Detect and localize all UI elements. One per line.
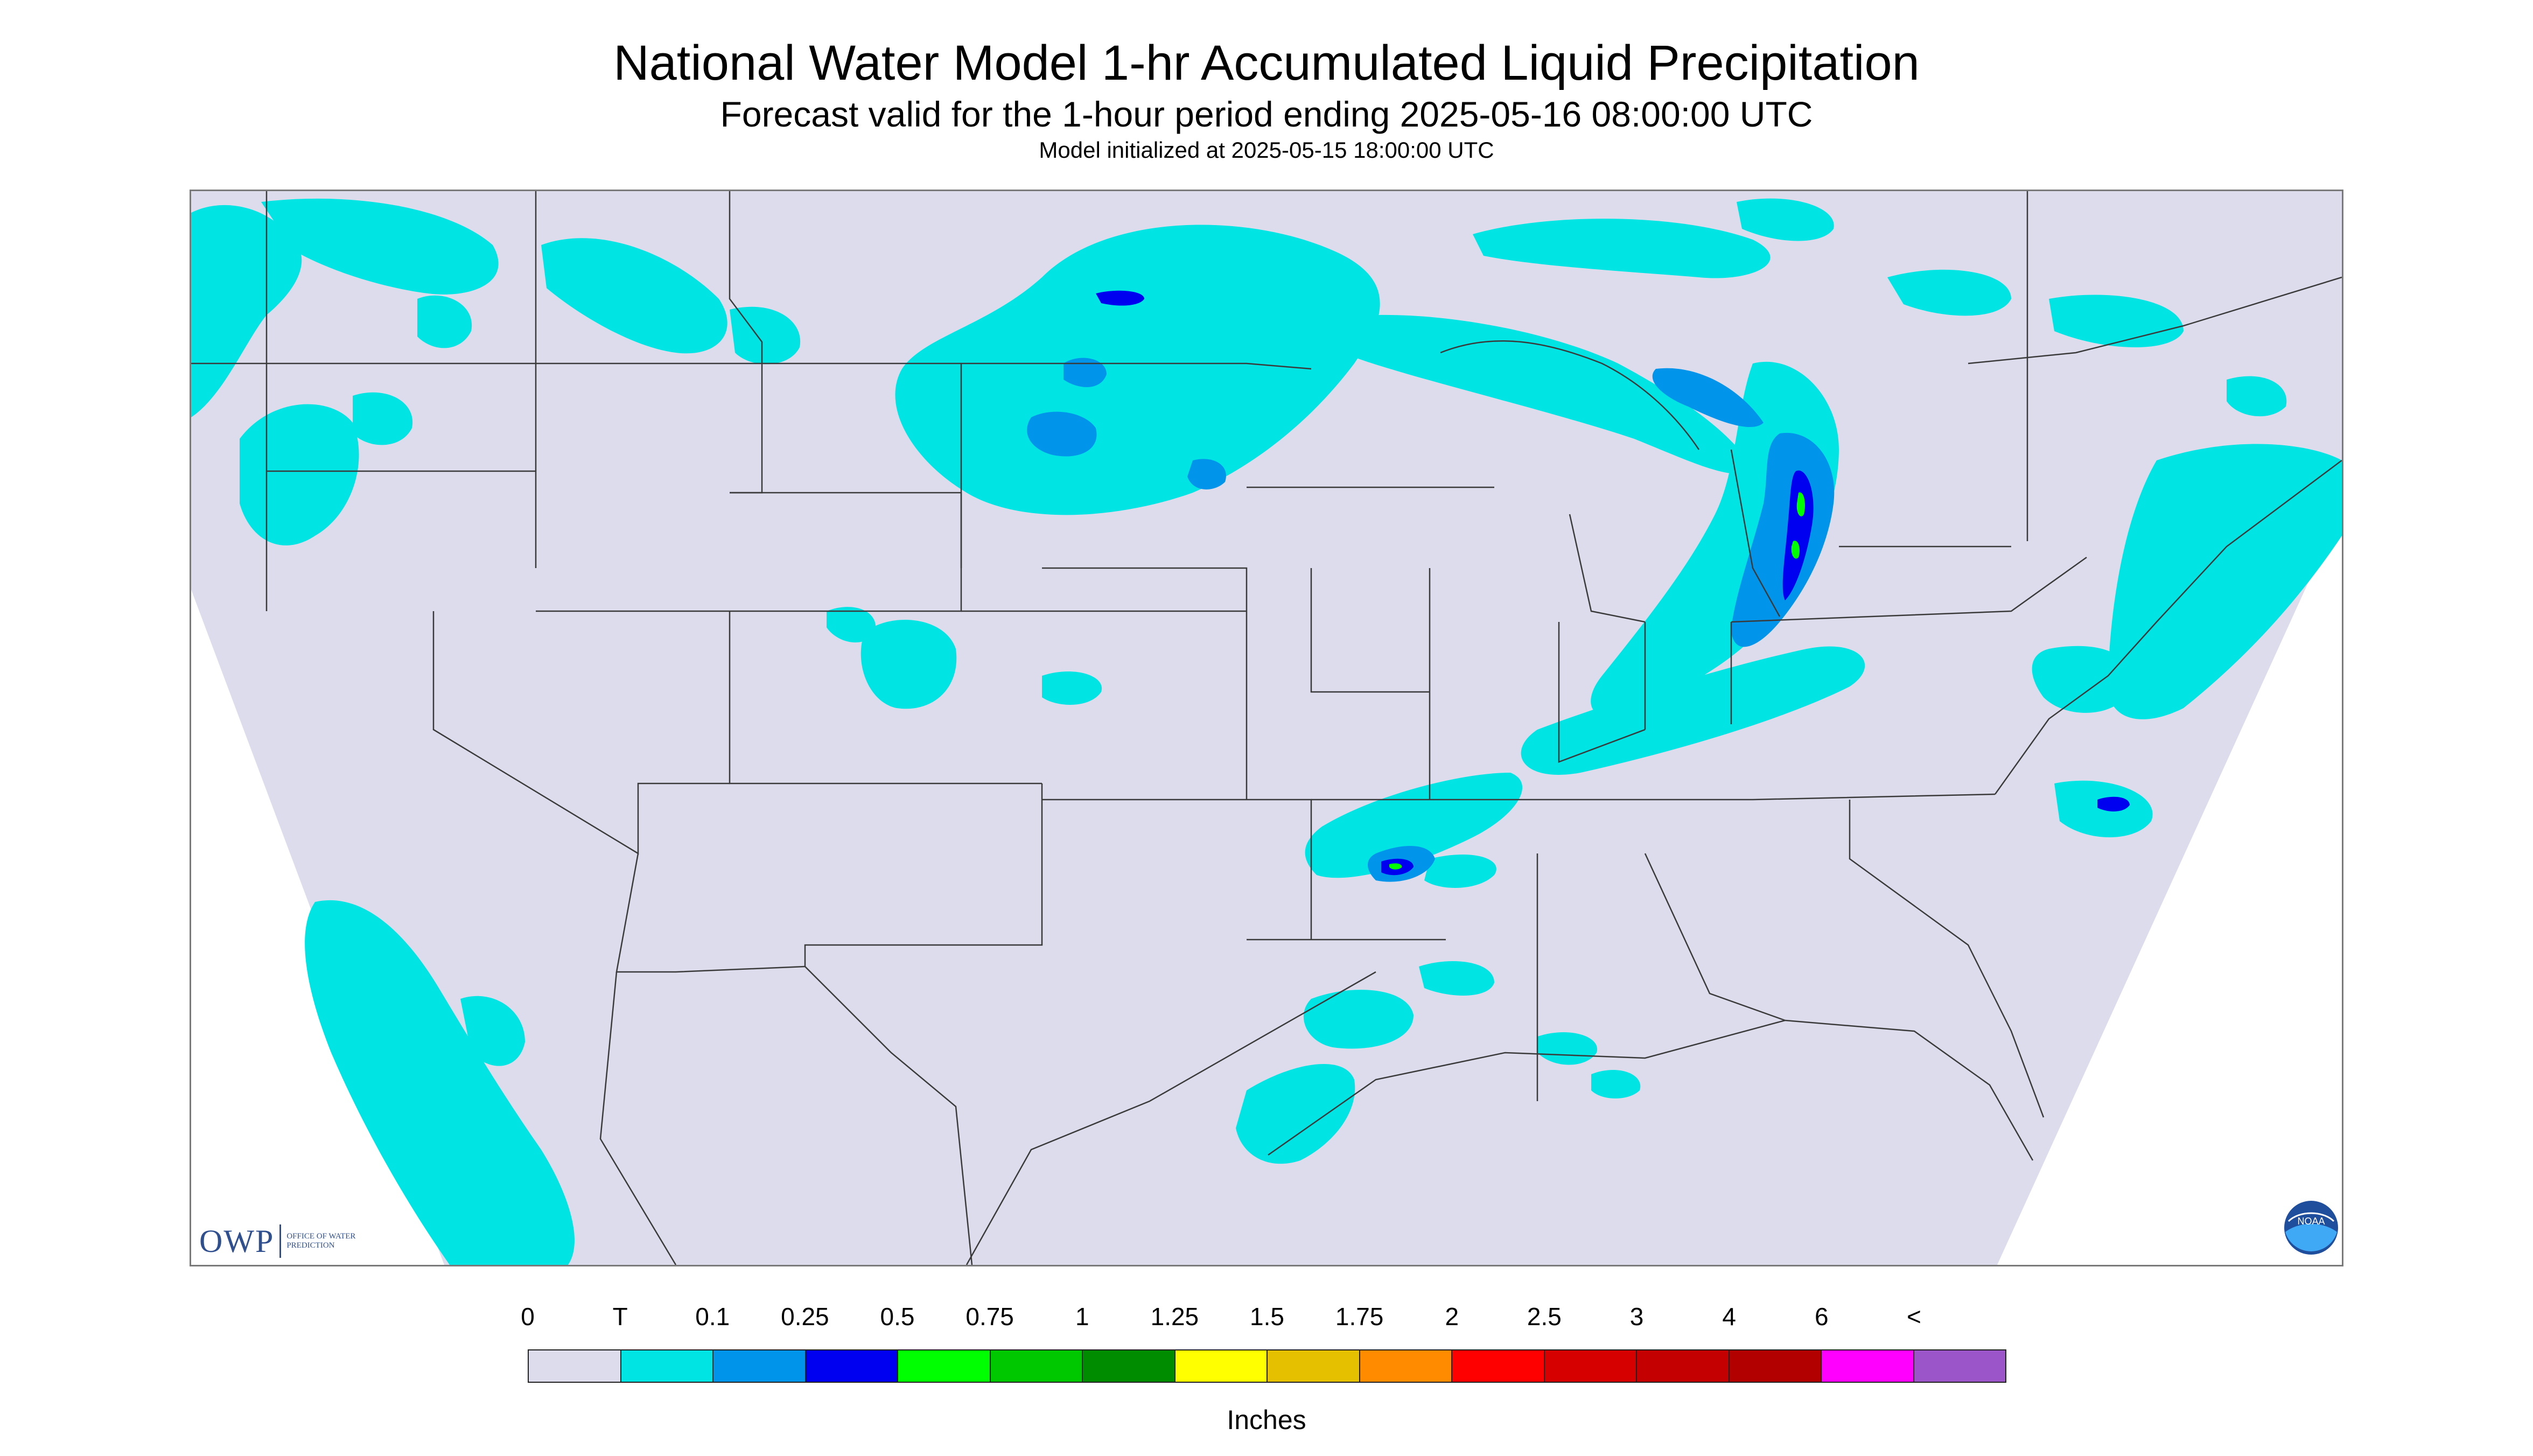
owp-logo-letters: OWP: [199, 1223, 275, 1259]
legend-label: 2: [1445, 1303, 1459, 1331]
model-init-time: Model initialized at 2025-05-15 18:00:00…: [1039, 137, 1494, 163]
legend-color-cell: [1637, 1350, 1730, 1382]
legend-color-cell: [621, 1350, 713, 1382]
legend-label: 0: [521, 1303, 535, 1331]
legend-label: 0.1: [695, 1303, 730, 1331]
legend-label: 2.5: [1527, 1303, 1562, 1331]
precipitation-map: [190, 190, 2343, 1266]
legend-color-cell: [1729, 1350, 1822, 1382]
noaa-logo-text: NOAA: [2297, 1216, 2325, 1227]
legend-color-cell: [529, 1350, 621, 1382]
map-subtitle: Forecast valid for the 1-hour period end…: [720, 94, 1813, 134]
legend-color-cell: [713, 1350, 806, 1382]
legend-color-cell: [1083, 1350, 1175, 1382]
legend-label: 1.25: [1150, 1303, 1199, 1331]
legend-color-cell: [990, 1350, 1083, 1382]
legend-color-cell: [806, 1350, 898, 1382]
owp-logo-fullname: OFFICE OF WATER PREDICTION: [286, 1232, 356, 1250]
legend-label: 0.75: [965, 1303, 1014, 1331]
legend-color-cell: [1268, 1350, 1360, 1382]
legend-labels: 0 T 0.1 0.25 0.5 0.75 1 1.25 1.5 1.75 2 2.5 3 4 6 <: [521, 1302, 2014, 1334]
legend-colorbar: [528, 1349, 2006, 1383]
legend-label: 1.75: [1335, 1303, 1384, 1331]
owp-logo: OWP OFFICE OF WATER PREDICTION: [199, 1222, 362, 1260]
political-boundaries: [191, 191, 2342, 1265]
legend-color-cell: [1914, 1350, 2005, 1382]
legend-color-cell: [1822, 1350, 1914, 1382]
owp-logo-divider: [279, 1224, 282, 1258]
legend-label: <: [1906, 1303, 1921, 1331]
map-canvas: [191, 191, 2342, 1265]
legend-label: 4: [1722, 1303, 1736, 1331]
legend-color-cell: [1452, 1350, 1545, 1382]
legend-label: 0.25: [781, 1303, 829, 1331]
legend-units: Inches: [1227, 1405, 1306, 1435]
legend-color-cell: [1544, 1350, 1637, 1382]
legend-color-cell: [1360, 1350, 1452, 1382]
legend-label: 3: [1629, 1303, 1644, 1331]
precip-max: [1389, 492, 1805, 870]
precip-heavy: [1096, 290, 2130, 876]
map-title: National Water Model 1-hr Accumulated Li…: [613, 36, 1920, 90]
legend-label: T: [612, 1303, 628, 1331]
legend-label: 1.5: [1250, 1303, 1284, 1331]
legend-color-cell: [1175, 1350, 1268, 1382]
legend-label: 0.5: [880, 1303, 915, 1331]
legend-label: 1: [1075, 1303, 1089, 1331]
legend-label: 6: [1814, 1303, 1829, 1331]
legend-color-cell: [898, 1350, 991, 1382]
noaa-logo: NOAA: [2284, 1201, 2338, 1255]
